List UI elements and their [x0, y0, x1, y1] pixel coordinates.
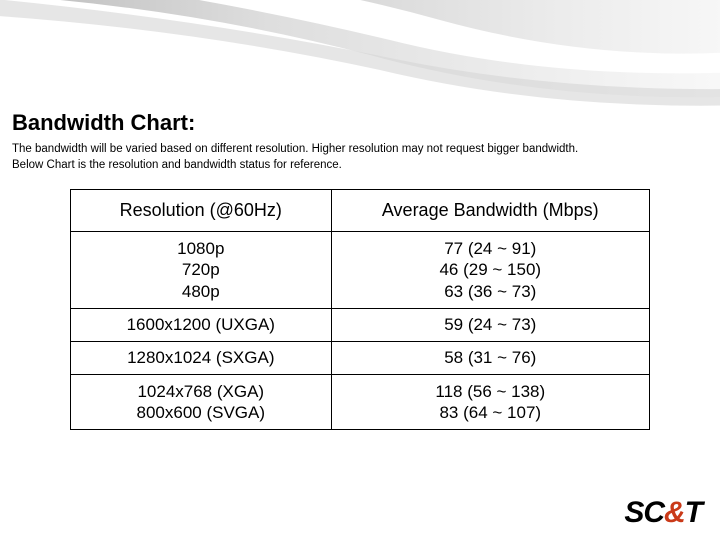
bandwidth-table: Resolution (@60Hz)Average Bandwidth (Mbp…: [70, 189, 650, 430]
desc-line-2: Below Chart is the resolution and bandwi…: [12, 159, 342, 171]
cell-resolution-3: 1024x768 (XGA)800x600 (SVGA): [71, 374, 332, 430]
logo-amp: &: [664, 496, 685, 529]
brand-logo: SC&T: [624, 496, 702, 530]
cell-resolution-0: 1080p720p480p: [71, 232, 332, 309]
cell-resolution-2: 1280x1024 (SXGA): [71, 341, 332, 374]
bandwidth-table-wrap: Resolution (@60Hz)Average Bandwidth (Mbp…: [70, 189, 650, 430]
table-row: 1280x1024 (SXGA)58 (31 ~ 76): [71, 341, 650, 374]
cell-resolution-1: 1600x1200 (UXGA): [71, 308, 332, 341]
slide-title: Bandwidth Chart:: [12, 110, 708, 136]
table-row: 1600x1200 (UXGA)59 (24 ~ 73): [71, 308, 650, 341]
logo-t: T: [685, 496, 702, 529]
cell-bandwidth-1: 59 (24 ~ 73): [331, 308, 649, 341]
table-row: 1080p720p480p77 (24 ~ 91)46 (29 ~ 150)63…: [71, 232, 650, 309]
logo-sc: SC: [624, 496, 664, 529]
table-header-cell-0: Resolution (@60Hz): [71, 190, 332, 232]
slide-content: Bandwidth Chart: The bandwidth will be v…: [12, 110, 708, 430]
table-header-row: Resolution (@60Hz)Average Bandwidth (Mbp…: [71, 190, 650, 232]
table-row: 1024x768 (XGA)800x600 (SVGA)118 (56 ~ 13…: [71, 374, 650, 430]
cell-bandwidth-0: 77 (24 ~ 91)46 (29 ~ 150)63 (36 ~ 73): [331, 232, 649, 309]
cell-bandwidth-2: 58 (31 ~ 76): [331, 341, 649, 374]
slide-description: The bandwidth will be varied based on di…: [12, 142, 708, 173]
desc-line-1: The bandwidth will be varied based on di…: [12, 143, 578, 155]
header-swoosh-decor: [0, 0, 720, 120]
cell-bandwidth-3: 118 (56 ~ 138)83 (64 ~ 107): [331, 374, 649, 430]
table-header-cell-1: Average Bandwidth (Mbps): [331, 190, 649, 232]
